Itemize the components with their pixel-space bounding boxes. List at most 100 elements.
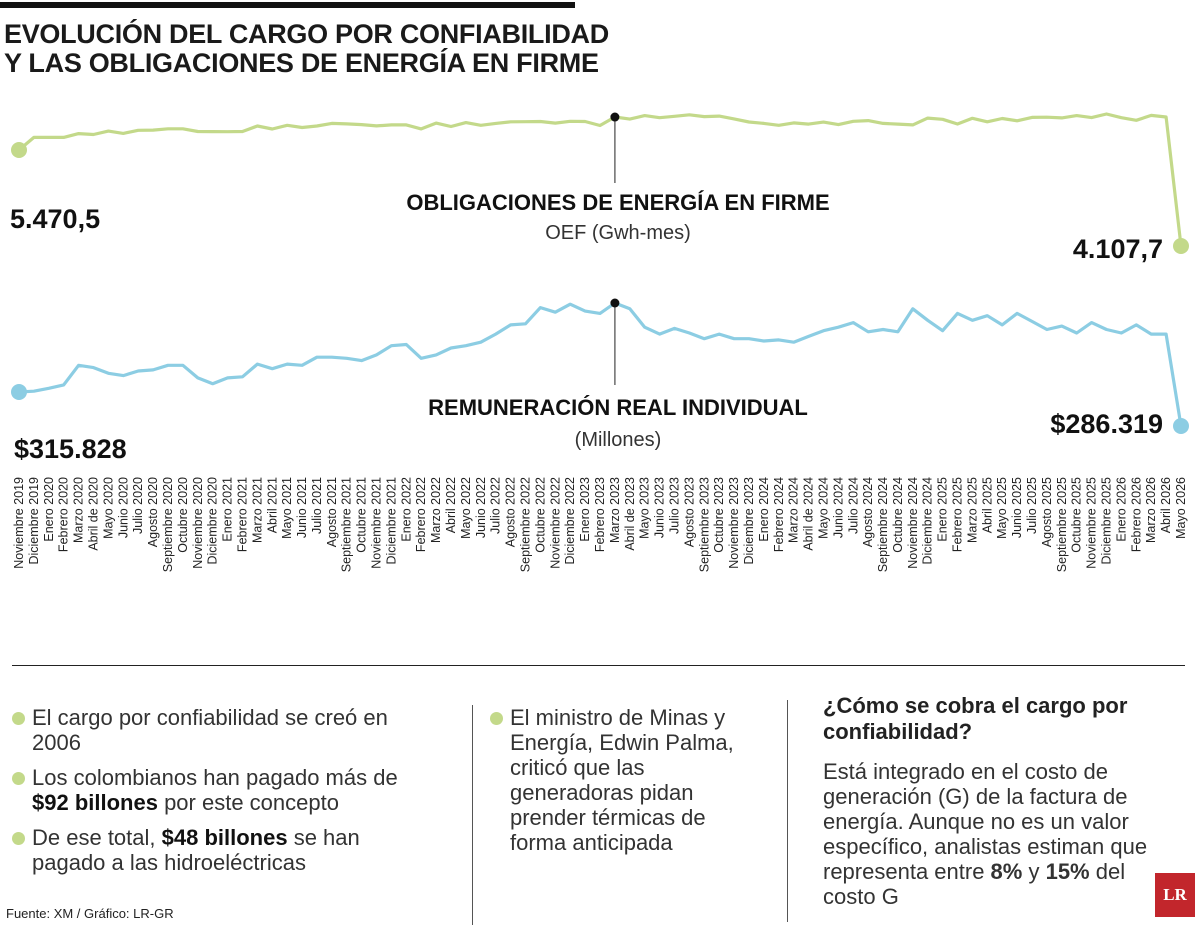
- answer-text-part: del costo G: [823, 859, 1126, 909]
- bullet-item: El ministro de Minas y Energía, Edwin Pa…: [490, 705, 765, 855]
- bullet-bold-amount: $48 billones: [161, 825, 288, 850]
- x-tick-label: Diciembre 2023: [742, 477, 756, 565]
- bullet-text: El cargo por confiabilidad se creó en 20…: [32, 705, 388, 755]
- x-tick-label: Julio 2023: [668, 477, 682, 534]
- x-tick-label: Febrero 2024: [772, 477, 786, 552]
- x-tick-label: Agosto 2024: [861, 477, 875, 547]
- x-tick-label: Noviembre 2024: [906, 477, 920, 569]
- x-tick-label: Octubre 2025: [1070, 477, 1084, 553]
- x-tick-label: Septiembre 2021: [340, 477, 354, 572]
- bullet-item: De ese total, $48 billones se han pagado…: [12, 825, 412, 875]
- bullet-text: Los colombianos han pagado más de: [32, 765, 398, 790]
- answer-bold-percent-low: 8%: [990, 859, 1023, 884]
- bullet-text: De ese total,: [32, 825, 162, 850]
- x-tick-label: Julio 2020: [131, 477, 145, 534]
- answer-bold-percent-high: 15%: [1045, 859, 1090, 884]
- answer-text-part: y: [1022, 859, 1046, 884]
- x-tick-label: Octubre 2022: [533, 477, 547, 553]
- line-charts: 5.470,5 4.107,7 OBLIGACIONES DE ENERGÍA EN…: [10, 112, 1189, 572]
- bullets-middle-column: El ministro de Minas y Energía, Edwin Pa…: [490, 705, 765, 865]
- bullet-item: El cargo por confiabilidad se creó en 20…: [12, 705, 412, 755]
- x-tick-label: Febrero 2023: [593, 477, 607, 552]
- x-tick-label: Marzo 2021: [250, 477, 264, 543]
- x-tick-label: Diciembre 2022: [563, 477, 577, 565]
- bullet-text: se han pagado a las hidroeléctricas: [32, 825, 360, 875]
- bullet-dot-icon: [12, 712, 25, 725]
- start-value-label: $315.828: [14, 434, 127, 464]
- bullet-text: El ministro de Minas y Energía, Edwin Pa…: [510, 705, 734, 855]
- chart-title-line-2: Y LAS OBLIGACIONES DE ENERGÍA EN FIRME: [4, 48, 599, 78]
- x-tick-label: Abril de 2024: [802, 477, 816, 551]
- series-line-remuneracion: [17, 301, 1183, 428]
- bullets-left-column: El cargo por confiabilidad se creó en 20…: [12, 705, 412, 885]
- source-note: Fuente: XM / Gráfico: LR-GR: [6, 906, 174, 921]
- x-tick-label: Enero 2024: [757, 477, 771, 542]
- x-tick-label: Enero 2020: [42, 477, 56, 542]
- x-tick-label: Septiembre 2023: [697, 477, 711, 572]
- start-value-label: 5.470,5: [10, 204, 100, 234]
- x-tick-label: Febrero 2026: [1129, 477, 1143, 552]
- start-point: [11, 383, 27, 400]
- x-tick-label: Julio 2021: [310, 477, 324, 534]
- x-axis-labels: Noviembre 2019 Diciembre 2019 Enero 2020 Fe…: [12, 477, 1188, 572]
- x-tick-label: Enero 2026: [1114, 477, 1128, 542]
- x-tick-label: Agosto 2021: [325, 477, 339, 547]
- x-tick-label: Marzo 2025: [965, 477, 979, 543]
- x-tick-label: Febrero 2022: [414, 477, 428, 552]
- x-tick-label: Julio 2022: [489, 477, 503, 534]
- x-tick-label: Febrero 2020: [57, 477, 71, 552]
- x-tick-label: Abril de 2020: [87, 477, 101, 551]
- x-tick-label: Noviembre 2019: [12, 477, 26, 569]
- x-tick-label: Mayo 2024: [817, 477, 831, 539]
- x-tick-label: Abril 2022: [444, 477, 458, 533]
- end-value-label: 4.107,7: [1073, 234, 1163, 264]
- bullet-item: Los colombianos han pagado más de $92 bi…: [12, 765, 412, 815]
- x-tick-label: Marzo 2024: [787, 477, 801, 543]
- x-tick-label: Mayo 2025: [995, 477, 1009, 539]
- x-tick-label: Noviembre 2023: [727, 477, 741, 569]
- x-tick-label: Noviembre 2021: [370, 477, 384, 569]
- remuneracion-chart: $315.828 $286.319 REMUNERACIÓN REAL INDIVI…: [11, 298, 1189, 464]
- x-tick-label: Mayo 2020: [101, 477, 115, 539]
- x-tick-label: Febrero 2021: [236, 477, 250, 552]
- x-tick-label: Septiembre 2020: [161, 477, 175, 572]
- x-tick-label: Junio 2021: [295, 477, 309, 538]
- x-tick-label: Enero 2021: [221, 477, 235, 542]
- question-column: ¿Cómo se cobra el cargo por confiabilida…: [823, 693, 1148, 909]
- x-tick-label: Diciembre 2020: [206, 477, 220, 565]
- bullet-text: por este concepto: [157, 790, 339, 815]
- chart-title: EVOLUCIÓN DEL CARGO POR CONFIABILIDAD Y …: [4, 20, 704, 78]
- x-tick-label: Abril 2021: [265, 477, 279, 533]
- x-tick-label: Mayo 2022: [459, 477, 473, 539]
- x-tick-label: Diciembre 2025: [1100, 477, 1114, 565]
- end-point: [1173, 238, 1189, 254]
- start-point: [11, 141, 27, 158]
- bullet-dot-icon: [12, 832, 25, 845]
- x-tick-label: Noviembre 2025: [1085, 477, 1099, 569]
- bullet-bold-amount: $92 billones: [32, 790, 158, 815]
- x-tick-label: Agosto 2023: [682, 477, 696, 547]
- x-tick-label: Octubre 2024: [891, 477, 905, 553]
- x-tick-label: Junio 2023: [653, 477, 667, 538]
- x-tick-label: Diciembre 2021: [384, 477, 398, 565]
- x-tick-label: Mayo 2026: [1174, 477, 1188, 539]
- column-divider-1: [472, 705, 473, 925]
- divider-line: [12, 665, 1185, 666]
- x-tick-label: Junio 2022: [474, 477, 488, 538]
- x-tick-label: Junio 2025: [1010, 477, 1024, 538]
- highlight-point: [610, 298, 620, 308]
- x-tick-label: Octubre 2020: [176, 477, 190, 553]
- x-tick-label: Enero 2022: [399, 477, 413, 542]
- series-title: REMUNERACIÓN REAL INDIVIDUAL: [428, 395, 808, 420]
- oef-chart: 5.470,5 4.107,7 OBLIGACIONES DE ENERGÍA EN…: [10, 112, 1189, 264]
- series-title: OBLIGACIONES DE ENERGÍA EN FIRME: [406, 190, 829, 215]
- series-line-oef: [17, 112, 1183, 248]
- bullet-dot-icon: [490, 712, 503, 725]
- question-answer: Está integrado en el costo de generación…: [823, 759, 1148, 909]
- x-tick-label: Agosto 2022: [504, 477, 518, 547]
- x-tick-label: Diciembre 2019: [27, 477, 41, 565]
- x-tick-label: Septiembre 2025: [1055, 477, 1069, 572]
- x-tick-label: Octubre 2021: [355, 477, 369, 553]
- column-divider-2: [787, 700, 788, 922]
- chart-title-line-1: EVOLUCIÓN DEL CARGO POR CONFIABILIDAD: [4, 19, 609, 49]
